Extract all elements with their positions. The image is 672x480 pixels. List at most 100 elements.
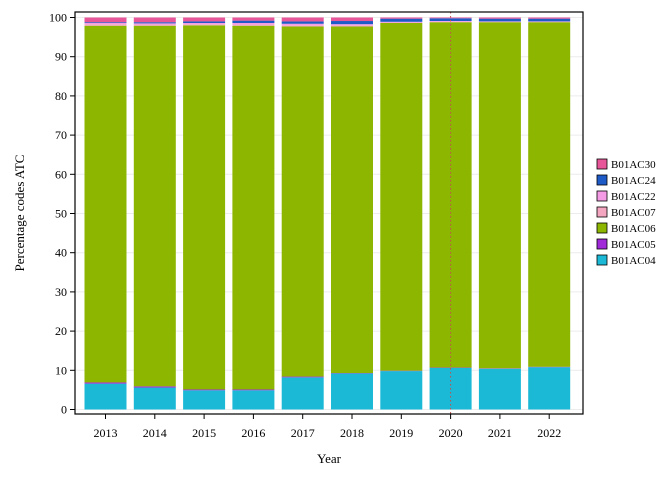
legend-label: B01AC24 [611,175,656,187]
y-tick-label: 50 [55,207,67,221]
x-tick-label-2014: 2014 [143,426,167,440]
bar-segment-b01ac04-2013 [84,383,127,410]
legend-label: B01AC30 [611,159,656,171]
y-tick-label: 20 [55,324,67,338]
legend-label: B01AC06 [611,223,656,235]
legend-label: B01AC07 [611,207,656,219]
bar-segment-b01ac30-2018 [331,17,373,22]
legend-swatch [596,206,608,218]
bar-segment-b01ac30-2019 [380,17,423,19]
bar-segment-b01ac04-2021 [478,368,521,410]
y-tick-label: 10 [55,363,67,377]
bar-segment-b01ac04-2014 [133,387,176,410]
bar-segment-b01ac24-2020 [429,18,472,22]
x-axis: 2013 2014 2015 2016 2017 2018 2019 2020 2021 2022 [94,414,561,440]
x-tick-label-2015: 2015 [192,426,216,440]
bars [84,17,571,410]
bar-segment-b01ac06-2021 [478,22,521,369]
bar-segment-b01ac22-2018 [331,24,373,26]
x-tick-label-2016: 2016 [241,426,265,440]
bar-segment-b01ac24-2019 [380,18,423,22]
y-tick-label: 70 [55,128,67,142]
y-tick-label: 80 [55,89,67,103]
bar-segment-b01ac24-2014 [133,22,176,24]
bar-segment-b01ac06-2017 [281,26,324,377]
x-tick-label-2018: 2018 [340,426,364,440]
y-tick-label: 100 [49,11,67,25]
bar-segment-b01ac22-2019 [380,21,423,23]
legend-swatch [596,158,608,170]
bar-segment-b01ac24-2013 [84,22,127,23]
legend: B01AC30 B01AC24 B01AC22 B01AC07 B01AC06 B01AC… [596,158,656,267]
bar-segment-b01ac07-2014 [133,24,176,26]
bar-segment-b01ac30-2014 [133,17,176,23]
bar-segment-b01ac07-2018 [331,25,373,27]
x-tick-label-2017: 2017 [291,426,315,440]
bar-segment-b01ac05-2015 [183,389,226,391]
bar-segment-b01ac22-2014 [133,23,176,25]
bar-segment-b01ac22-2017 [281,23,324,26]
bar-segment-b01ac22-2016 [232,22,275,25]
x-tick-label-2021: 2021 [488,426,512,440]
legend-item-b01ac06: B01AC06 [596,222,656,235]
legend-item-b01ac24: B01AC24 [596,174,656,187]
y-tick-label: 30 [55,285,67,299]
bar-segment-b01ac24-2018 [331,21,373,25]
bar-segment-b01ac06-2013 [84,25,127,383]
bar-segment-b01ac30-2017 [281,17,324,22]
legend-item-b01ac04: B01AC04 [596,254,656,267]
x-tick-label-2019: 2019 [389,426,413,440]
bar-segment-b01ac24-2017 [281,21,324,24]
bar-segment-b01ac30-2020 [429,17,472,19]
bar-segment-b01ac06-2015 [183,25,226,390]
y-tick-label: 40 [55,246,67,260]
legend-item-b01ac07: B01AC07 [596,206,656,219]
bar-segment-b01ac24-2022 [528,18,571,22]
legend-swatch [596,174,608,186]
legend-swatch [596,222,608,234]
bar-segment-b01ac06-2020 [429,22,472,368]
bar-segment-b01ac04-2022 [528,367,571,410]
bar-segment-b01ac07-2016 [232,24,275,26]
bar-segment-b01ac05-2017 [281,376,324,378]
bar-segment-b01ac24-2021 [478,18,521,22]
bar-segment-b01ac06-2019 [380,22,423,371]
legend-item-b01ac22: B01AC22 [596,190,656,203]
bar-segment-b01ac06-2016 [232,25,275,390]
x-tick-label-2022: 2022 [537,426,561,440]
bar-segment-b01ac22-2015 [183,22,226,25]
y-axis-label: Percentage codes ATC [12,155,27,272]
bar-segment-b01ac04-2018 [331,373,373,410]
bar-segment-b01ac06-2022 [528,22,571,367]
bar-segment-b01ac24-2015 [183,21,226,23]
bar-segment-b01ac24-2016 [232,20,275,23]
x-tick-label-2020: 2020 [439,426,463,440]
bar-segment-b01ac05-2014 [133,386,176,388]
bar-segment-b01ac07-2015 [183,24,226,26]
legend-label: B01AC05 [611,239,656,251]
bar-segment-b01ac04-2016 [232,390,275,410]
bar-segment-b01ac30-2021 [478,17,521,19]
y-axis: 0 10 20 30 40 50 60 70 80 90 100 [49,11,75,417]
bar-segment-b01ac30-2022 [528,17,571,19]
legend-item-b01ac30: B01AC30 [596,158,656,171]
bar-segment-b01ac07-2013 [84,24,127,26]
legend-item-b01ac05: B01AC05 [596,238,656,251]
bar-segment-b01ac06-2018 [331,26,373,374]
bar-segment-b01ac30-2013 [84,17,127,23]
bar-segment-b01ac05-2013 [84,382,127,384]
bar-segment-b01ac30-2015 [183,17,226,22]
bar-segment-b01ac22-2013 [84,22,127,25]
bar-segment-b01ac05-2016 [232,389,275,391]
legend-swatch [596,238,608,250]
bar-segment-b01ac30-2016 [232,17,275,21]
legend-label: B01AC22 [611,191,656,203]
y-tick-label: 0 [61,403,67,417]
bar-segment-b01ac04-2017 [281,377,324,410]
bar-segment-b01ac04-2015 [183,390,226,410]
y-tick-label: 60 [55,167,67,181]
y-tick-label: 90 [55,50,67,64]
bar-segment-b01ac04-2019 [380,371,423,410]
bar-segment-b01ac07-2017 [281,25,324,27]
